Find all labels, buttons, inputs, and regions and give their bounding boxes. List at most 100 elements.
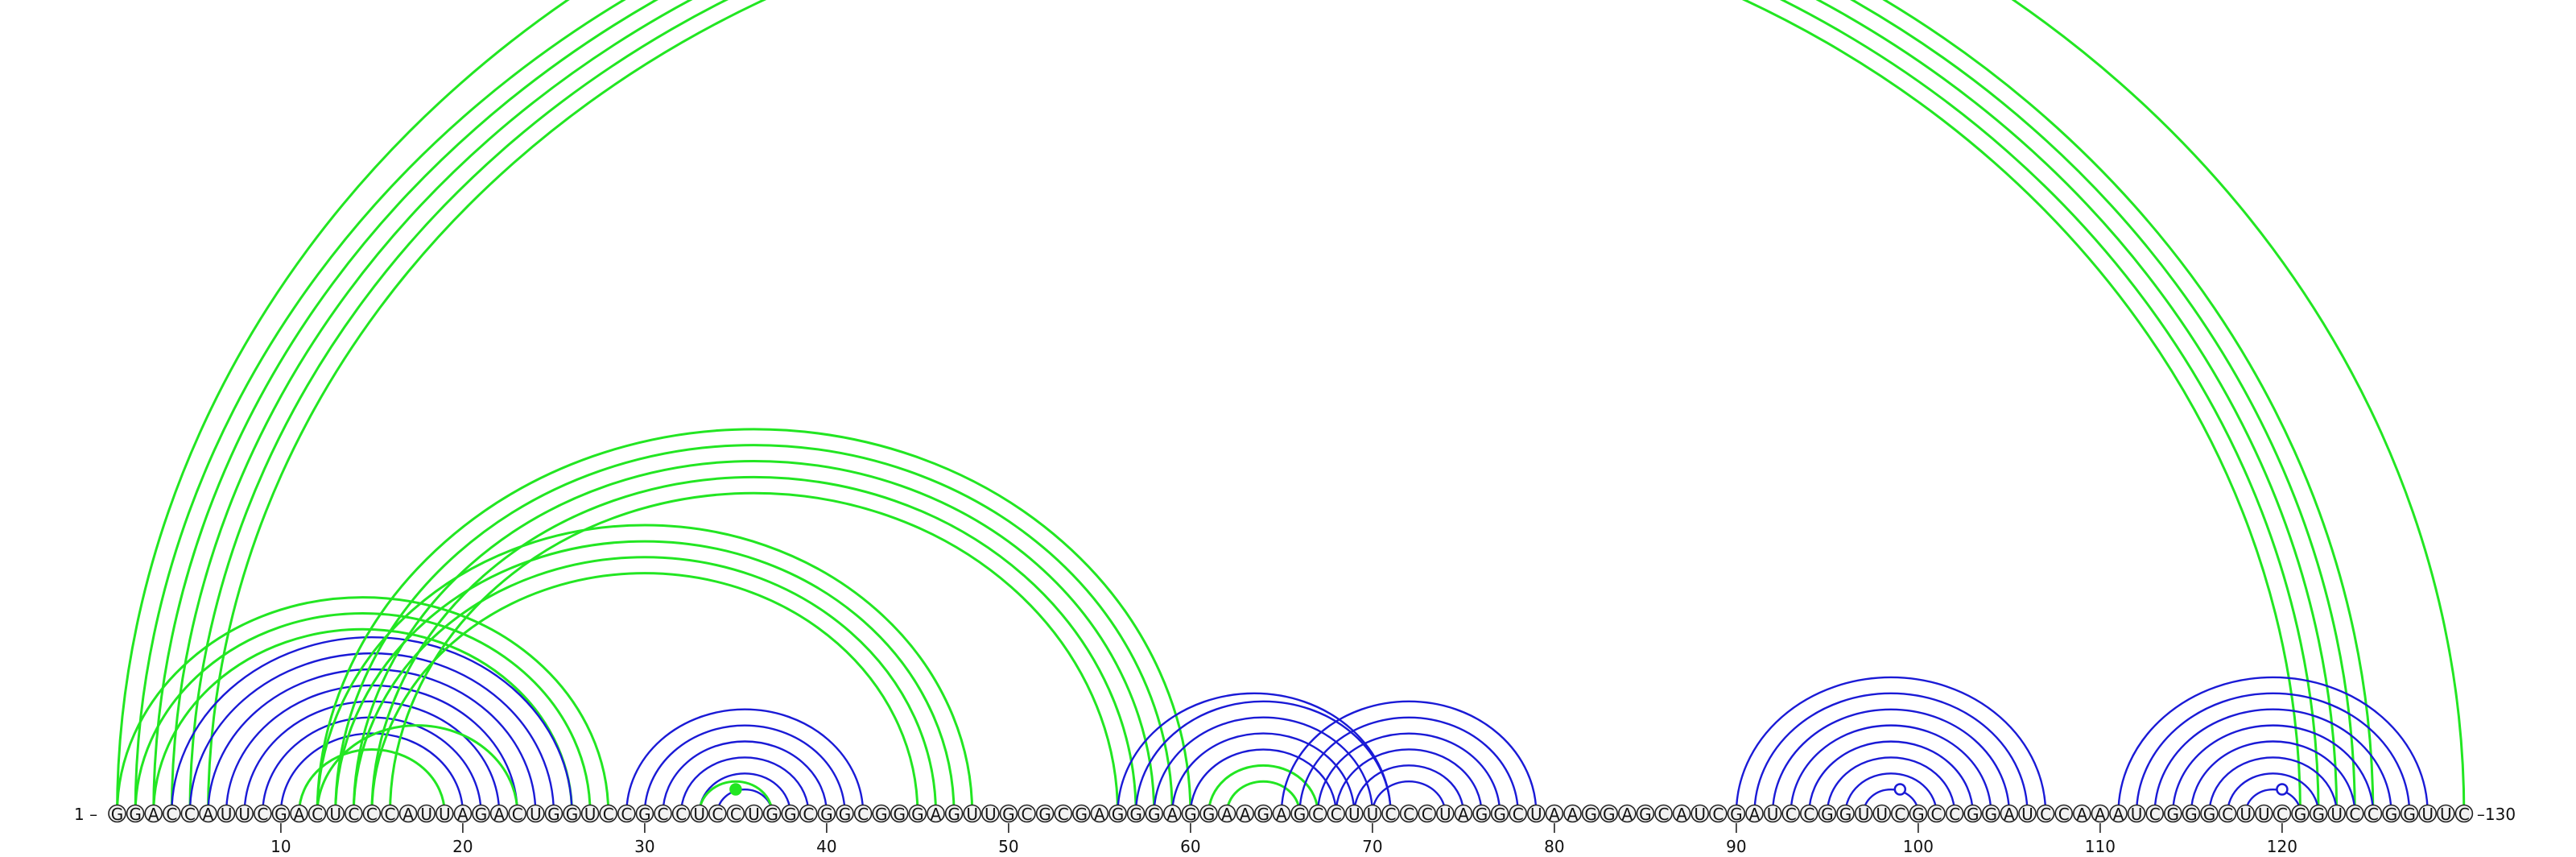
nucleotide: C xyxy=(708,804,727,824)
base-pair-arc xyxy=(116,596,610,814)
tick-label: 80 xyxy=(1544,837,1564,856)
nucleotide: A xyxy=(1563,804,1582,824)
nucleotide-letter: C xyxy=(385,805,396,824)
nucleotide: G xyxy=(1254,804,1273,824)
nucleotide: G xyxy=(1818,804,1837,824)
nucleotide-letter: G xyxy=(111,805,124,824)
nucleotide: C xyxy=(853,804,873,824)
nucleotide: U xyxy=(326,804,345,824)
nucleotide-letter: A xyxy=(1676,805,1687,824)
nucleotide-letter: C xyxy=(1894,805,1905,824)
nucleotide-letter: G xyxy=(1821,805,1834,824)
nucleotide-letter: A xyxy=(2076,805,2087,824)
nucleotide: U xyxy=(580,804,600,824)
nucleotide: G xyxy=(999,804,1018,824)
nucleotide-letter: C xyxy=(658,805,669,824)
nucleotide: U xyxy=(235,804,254,824)
base-pair-arc xyxy=(316,428,1192,814)
nucleotide-letter: G xyxy=(2203,805,2216,824)
nucleotide: A xyxy=(1454,804,1473,824)
base-pair-arc xyxy=(625,708,865,814)
nucleotide: A xyxy=(1236,804,1254,824)
nucleotide: G xyxy=(472,804,490,824)
nucleotide: U xyxy=(1763,804,1782,824)
base-pair-arc xyxy=(1208,764,1319,814)
nucleotide-letter: G xyxy=(1967,805,1979,824)
nucleotide-letter: C xyxy=(2368,805,2379,824)
nucleotide-letter: U xyxy=(1348,805,1360,824)
nucleotide: G xyxy=(1490,804,1509,824)
nucleotide: G xyxy=(836,804,854,824)
nucleotide: U xyxy=(1436,804,1455,824)
nucleotide: G xyxy=(2382,804,2401,824)
base-pair-arc xyxy=(2244,788,2301,814)
nucleotide-letter: U xyxy=(2330,805,2343,824)
nucleotide-letter: C xyxy=(2277,805,2288,824)
nucleotide-letter: G xyxy=(475,805,488,824)
nucleotide-letter: A xyxy=(2004,805,2015,824)
nucleotide-letter: G xyxy=(1476,805,1488,824)
base-pair-arc xyxy=(2190,740,2356,814)
base-pair-arc xyxy=(134,611,592,814)
nucleotide-letter: C xyxy=(1712,805,1724,824)
nucleotide-letter: U xyxy=(2021,805,2033,824)
nucleotide-letter: C xyxy=(712,805,723,824)
nucleotide-letter: C xyxy=(1058,805,1069,824)
nucleotide-letter: U xyxy=(2258,805,2270,824)
nucleotide-letter: U xyxy=(221,805,233,824)
nucleotide: U xyxy=(2236,804,2255,824)
tick-label: 10 xyxy=(270,837,291,856)
nucleotide: G xyxy=(1072,804,1091,824)
nucleotide: G xyxy=(2291,804,2310,824)
nucleotide-letter: U xyxy=(1694,805,1706,824)
nucleotide: C xyxy=(726,804,745,824)
nucleotide-letter: U xyxy=(693,805,705,824)
nucleotide: C xyxy=(1054,804,1072,824)
nucleotide: U xyxy=(745,804,763,824)
nucleotide-letter: C xyxy=(2149,805,2161,824)
nucleotide-letter: G xyxy=(1075,805,1088,824)
nucleotide: G xyxy=(2182,804,2201,824)
nucleotide-letter: C xyxy=(1331,805,1342,824)
nucleotide: A xyxy=(398,804,418,824)
nucleotide-letter: G xyxy=(1257,805,1270,824)
base-pair-arc xyxy=(171,636,573,814)
nucleotide: A xyxy=(1672,804,1691,824)
nucleotide-letter: G xyxy=(566,805,579,824)
nucleotide-letter: G xyxy=(1493,805,1506,824)
nucleotide-letter: C xyxy=(348,805,359,824)
nucleotide-letter: A xyxy=(931,805,942,824)
nucleotide-letter: U xyxy=(530,805,542,824)
nucleotide-letter: C xyxy=(1385,805,1397,824)
nucleotide-letter: C xyxy=(1403,805,1414,824)
nucleotide: G xyxy=(1963,804,1982,824)
nucleotide-letter: C xyxy=(2222,805,2233,824)
nucleotide: G xyxy=(1181,804,1200,824)
base-pair-arc xyxy=(152,627,573,814)
nucleotide: C xyxy=(1654,804,1673,824)
nucleotide: A xyxy=(489,804,509,824)
nucleotide: G xyxy=(872,804,890,824)
base-pair-arc xyxy=(2172,724,2375,814)
base-pair-arc xyxy=(2226,772,2320,814)
nucleotide: A xyxy=(144,804,163,824)
nucleotide: C xyxy=(381,804,399,824)
nucleotide-letter: C xyxy=(2040,805,2051,824)
nucleotide-letter: U xyxy=(966,805,978,824)
nucleotide: G xyxy=(781,804,800,824)
tick-label: 100 xyxy=(1903,837,1934,856)
nucleotide: G xyxy=(563,804,581,824)
base-pair-arc xyxy=(334,444,1174,814)
nucleotide: C xyxy=(617,804,636,824)
base-pair-arc xyxy=(679,756,810,814)
nucleotide-letter: G xyxy=(1639,805,1652,824)
base-pair-arc xyxy=(1353,764,1465,814)
nucleotide-letter: G xyxy=(820,805,833,824)
nucleotide-letter: G xyxy=(1730,805,1743,824)
nucleotide-letter: A xyxy=(1240,805,1251,824)
nucleotide: A xyxy=(1545,804,1564,824)
nucleotide-letter: G xyxy=(2185,805,2198,824)
nucleotide-letter: C xyxy=(512,805,523,824)
